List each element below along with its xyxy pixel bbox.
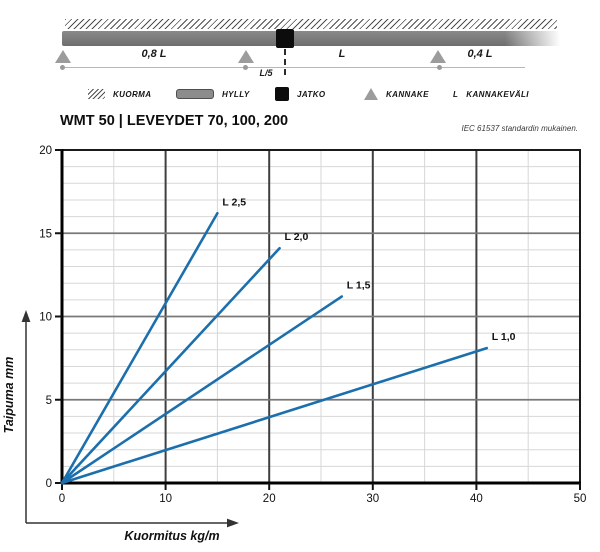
shelf-beam [62, 31, 565, 46]
support-triangle-icon [430, 50, 446, 63]
y-axis-arrowhead [21, 310, 31, 322]
y-axis-label: Taipuma mm [2, 357, 16, 434]
y-tick-label: 0 [46, 478, 52, 490]
letter-L-symbol: L [453, 89, 459, 99]
series-line [60, 246, 281, 485]
x-axis-label: Kuormitus kg/m [124, 529, 219, 543]
page-title: WMT 50 | LEVEYDET 70, 100, 200 [60, 113, 289, 129]
joint-offset-label: L/5 [259, 68, 273, 78]
y-tick-label: 15 [39, 228, 52, 240]
x-axis-arrowhead [227, 518, 239, 528]
joint-square-icon [275, 87, 289, 101]
legend-item-kannakevali: L KANNAKEVÄLI [453, 86, 529, 102]
x-tick-label: 0 [59, 493, 65, 505]
support-triangle-icon [364, 88, 378, 100]
y-tick-label: 5 [46, 395, 52, 407]
dimension-dot [243, 65, 248, 70]
legend-label: KANNAKEVÄLI [466, 89, 529, 99]
series-label: L 2,5 [222, 196, 246, 208]
joint-square [276, 29, 294, 48]
series-label: L 2,0 [285, 231, 309, 243]
legend-label: JATKO [297, 89, 326, 99]
x-tick-label: 40 [470, 493, 483, 505]
load-hatch-icon [88, 89, 105, 99]
dimension-line [63, 67, 525, 68]
x-tick-label: 30 [366, 493, 379, 505]
series-label: L 1,5 [347, 280, 371, 292]
legend-item-kannake: KANNAKE [364, 86, 429, 102]
span-label-center: L [338, 48, 346, 60]
span-label-right: 0,4 L [467, 48, 493, 60]
legend-item-kuorma: KUORMA [88, 86, 151, 102]
dimension-dot [437, 65, 442, 70]
series-line [60, 346, 489, 485]
shelf-bar-icon [176, 89, 214, 99]
standard-note: IEC 61537 standardin mukainen. [461, 124, 578, 133]
dimension-dot [60, 65, 65, 70]
legend-label: KANNAKE [386, 89, 429, 99]
x-tick-label: 10 [159, 493, 172, 505]
legend-label: KUORMA [113, 89, 152, 99]
y-tick-label: 20 [39, 145, 52, 157]
beam-fade [505, 31, 565, 46]
y-tick-label: 10 [39, 312, 52, 324]
span-label-left: 0,8 L [141, 48, 167, 60]
x-tick-label: 50 [574, 493, 587, 505]
joint-dashed-line [284, 49, 286, 75]
series-label: L 1,0 [492, 331, 516, 343]
legend-label: HYLLY [222, 89, 250, 99]
x-tick-label: 20 [263, 493, 276, 505]
series-line [60, 211, 219, 485]
support-triangle-icon [55, 50, 71, 63]
load-hatch [65, 19, 557, 29]
legend-item-hylly: HYLLY [176, 86, 250, 102]
legend-item-jatko: JATKO [275, 86, 326, 102]
series-line [60, 295, 344, 485]
support-triangle-icon [238, 50, 254, 63]
